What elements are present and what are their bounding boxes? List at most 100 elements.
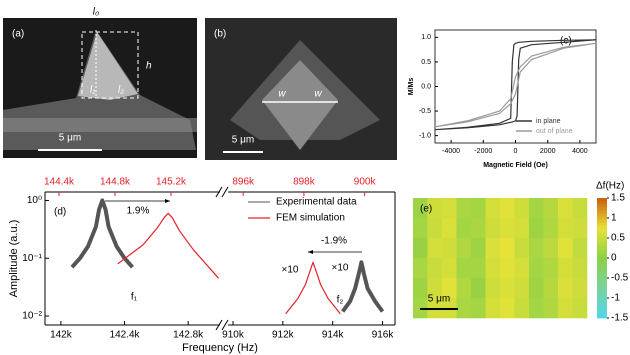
colorbar-tick-label: -1.5	[611, 313, 629, 324]
colorbar-step	[597, 219, 607, 223]
x-tick-label: 914k	[322, 330, 345, 341]
heatmap-cell	[413, 278, 428, 299]
annotation: f₂	[337, 295, 344, 306]
heatmap-cell	[456, 298, 472, 319]
line	[70, 198, 385, 313]
colorbar-step	[597, 249, 607, 253]
heatmap-cell	[529, 278, 544, 299]
sem-shape	[78, 32, 138, 100]
y-tick-label: 0.0	[421, 83, 431, 90]
axis-break	[215, 186, 223, 198]
scale-bar-label: 5 μm	[232, 135, 254, 146]
colorbar-step	[597, 255, 607, 259]
heatmap-cell	[456, 198, 472, 219]
heatmap-cell	[471, 258, 486, 279]
heatmap-cell	[543, 278, 559, 299]
heatmap-cell	[427, 198, 443, 219]
colorbar-step	[597, 216, 607, 220]
colorbar-step	[597, 234, 607, 238]
heatmap-cell	[529, 218, 544, 239]
heatmap-cell	[572, 218, 588, 239]
axis-break	[215, 319, 223, 331]
heatmap-cell	[413, 238, 428, 259]
scale-bar-label: 5 μm	[428, 294, 450, 305]
x2-tick-label: 896k	[232, 177, 255, 188]
heatmap-cell	[514, 218, 530, 239]
heatmap-cell	[442, 238, 457, 259]
dashed-box	[81, 31, 139, 99]
panel-label: (c)	[560, 36, 572, 47]
heatmap-cell	[514, 238, 530, 259]
colorbar-step	[597, 291, 607, 295]
x-tick-label: 912k	[272, 330, 295, 341]
annotation: w	[278, 89, 286, 100]
colorbar-step	[597, 222, 607, 226]
colorbar-step	[597, 231, 607, 235]
y-tick-label: 10⁰	[27, 195, 42, 206]
x-tick-label: 2000	[540, 148, 556, 155]
heatmap-cell	[442, 258, 457, 279]
heatmap-cell	[529, 258, 544, 279]
colorbar-step	[597, 228, 607, 232]
heatmap-cell	[500, 278, 515, 299]
x-tick-label: 142.8k	[173, 330, 204, 341]
heatmap-cell	[572, 278, 588, 299]
heatmap-cell	[456, 258, 472, 279]
colorbar-tick-label: 1	[611, 213, 617, 224]
heatmap-cell	[471, 218, 486, 239]
annotation: f₁	[131, 292, 138, 303]
colorbar-tick-label: -0.5	[611, 273, 629, 284]
y-axis-label: Amplitude (a.u.)	[8, 220, 20, 298]
annotation: h	[146, 61, 152, 72]
arrow-head	[165, 199, 170, 203]
axis-break	[221, 319, 229, 331]
heatmap-cell	[514, 278, 530, 299]
y-tick-label: -1.0	[419, 132, 431, 139]
heatmap-cell	[529, 298, 544, 319]
heatmap-cell	[558, 298, 573, 319]
heatmap-cell	[427, 278, 443, 299]
colorbar-step	[597, 237, 607, 241]
heatmap-cell	[558, 238, 573, 259]
colorbar-tick-label: -1	[611, 293, 620, 304]
panel-label: (a)	[12, 29, 24, 40]
heatmap-cell	[427, 218, 443, 239]
heatmap-cell	[529, 198, 544, 219]
axis-break	[221, 186, 229, 198]
colorbar-tick-label: 0.5	[611, 233, 625, 244]
colorbar-step	[597, 279, 607, 283]
colorbar-step	[597, 240, 607, 244]
colorbar-step	[597, 204, 607, 208]
colorbar-step	[597, 309, 607, 313]
heatmap-cell	[471, 198, 486, 219]
colorbar-step	[597, 270, 607, 274]
legend-label: FEM simulation	[276, 213, 345, 224]
colorbar-step	[597, 282, 607, 286]
heatmap-cell	[456, 278, 472, 299]
heatmap-cell	[558, 218, 573, 239]
panel-label: (e)	[420, 204, 432, 215]
heatmap-cell	[558, 278, 573, 299]
colorbar-label: Δf(Hz)	[596, 181, 624, 192]
x-axis-label: Frequency (Hz)	[182, 342, 258, 354]
colorbar-step	[597, 285, 607, 289]
heatmap-cell	[442, 218, 457, 239]
colorbar-step	[597, 207, 607, 211]
x-tick-label: -4000	[442, 148, 460, 155]
heatmap-cell	[514, 198, 530, 219]
annotation: ×10	[332, 263, 349, 274]
x-tick-label: 0	[514, 148, 518, 155]
x2-tick-label: 144.4k	[44, 177, 75, 188]
annotation: -1.9%	[321, 236, 347, 247]
colorbar-step	[597, 312, 607, 316]
annotation: w	[314, 89, 322, 100]
colorbar-step	[597, 213, 607, 217]
heatmap-cell	[529, 238, 544, 259]
panel-a	[3, 18, 197, 158]
x-tick-label: 910k	[222, 330, 245, 341]
heatmap-cell	[485, 258, 501, 279]
x2-tick-label: 145.2k	[156, 177, 187, 188]
heatmap-cell	[514, 298, 530, 319]
colorbar-step	[597, 297, 607, 301]
colorbar-step	[597, 198, 607, 202]
